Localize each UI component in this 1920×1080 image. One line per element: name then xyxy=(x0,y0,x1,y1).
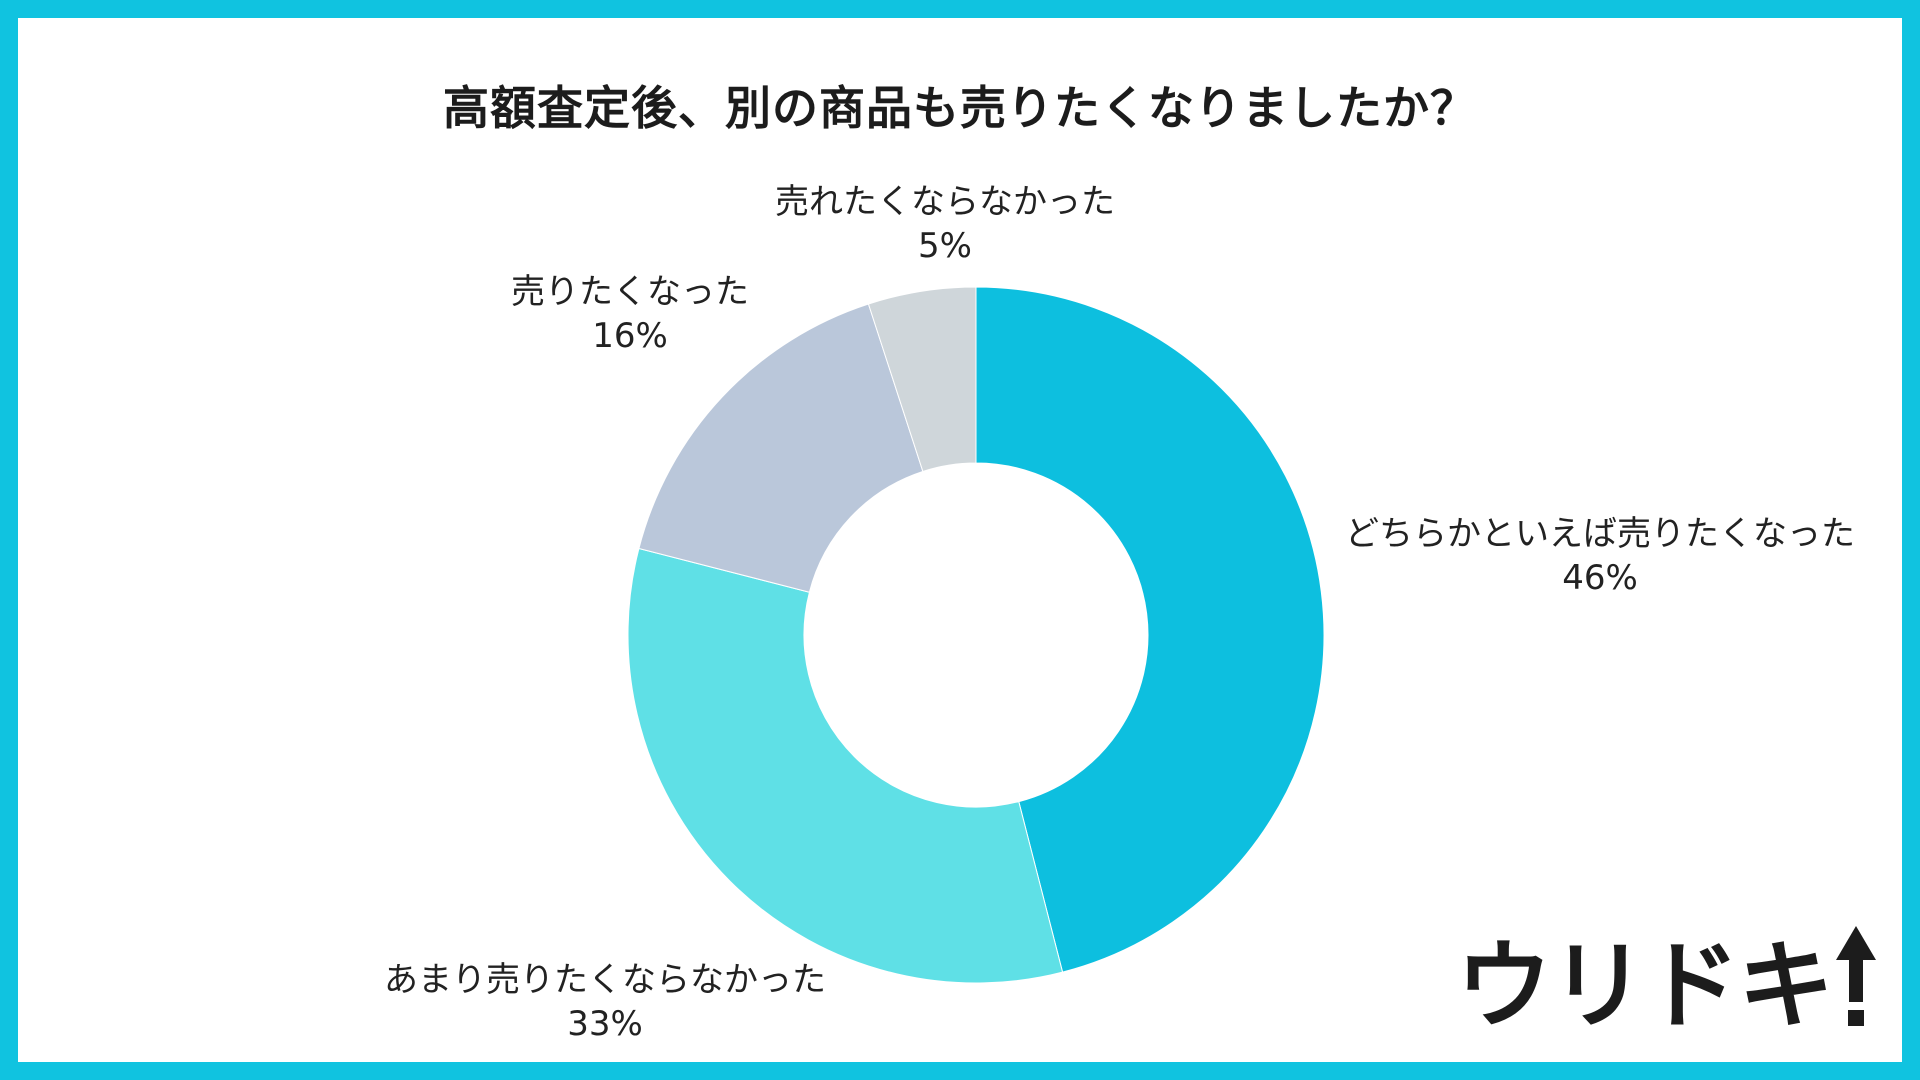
logo-text: ウリドキ xyxy=(1456,930,1834,1042)
chart-title: 高額査定後、別の商品も売りたくなりましたか？ xyxy=(443,81,1477,135)
slice-label-text: あまり売りたくならなかった xyxy=(384,960,826,1000)
slice-label-percent: 16% xyxy=(592,316,668,356)
slice-label-percent: 5% xyxy=(918,226,972,266)
slice-label-text: どちらかといえば売りたくなった xyxy=(1345,514,1855,554)
slice-label-text: 売れたくならなかった xyxy=(775,182,1115,222)
slice-wanted xyxy=(638,303,924,593)
slice-not-really-wanted xyxy=(627,547,1064,984)
slice-label-percent: 46% xyxy=(1562,558,1638,598)
uridoki-logo: ウリドキ xyxy=(1456,926,1876,1036)
slice-label-did-not-want: 売れたくならなかった 5% xyxy=(745,180,1145,268)
slice-did-not-want xyxy=(867,286,977,473)
up-arrow-exclamation-icon xyxy=(1836,926,1876,1026)
slice-label-wanted: 売りたくなった 16% xyxy=(460,270,800,358)
slice-label-percent: 33% xyxy=(567,1004,643,1044)
slice-label-text: 売りたくなった xyxy=(511,272,749,312)
slice-label-somewhat-wanted: どちらかといえば売りたくなった 46% xyxy=(1330,512,1870,600)
slice-label-not-really-wanted: あまり売りたくならなかった 33% xyxy=(355,958,855,1046)
slice-somewhat-wanted xyxy=(975,286,1325,973)
